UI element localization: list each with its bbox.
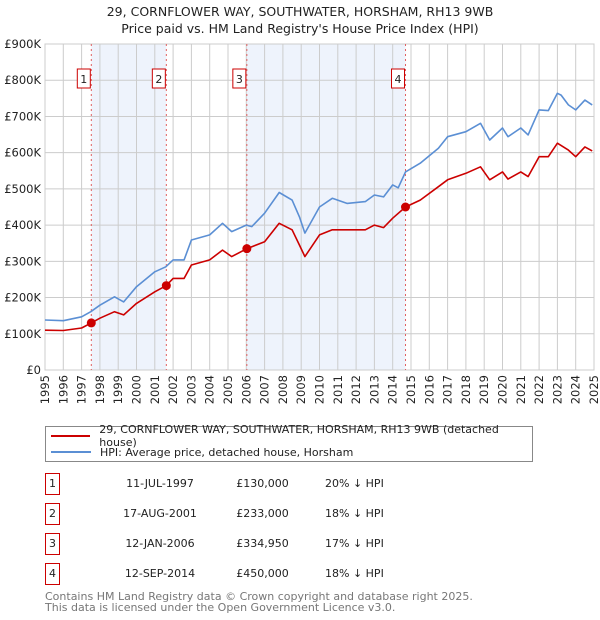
y-tick-label: £900K	[4, 37, 41, 51]
table-row: 4 12-SEP-2014 £450,000 18% ↓ HPI	[45, 563, 445, 585]
x-tick-label: 2005	[221, 375, 235, 404]
x-tick-label: 2008	[276, 375, 290, 404]
property-price-line	[44, 142, 593, 332]
sale-price: £334,950	[236, 537, 289, 550]
y-tick-label: £400K	[4, 218, 41, 232]
x-tick-label: 2015	[404, 375, 418, 404]
legend-item-property: 29, CORNFLOWER WAY, SOUTHWATER, HORSHAM,…	[51, 423, 532, 449]
x-tick-label: 2006	[239, 375, 253, 404]
x-tick-label: 2007	[258, 375, 272, 404]
y-tick-label: £700K	[4, 109, 41, 123]
chart-subtitle: Price paid vs. HM Land Registry's House …	[121, 21, 479, 36]
table-row: 2 17-AUG-2001 £233,000 18% ↓ HPI	[45, 503, 445, 525]
x-tick-label: 2023	[550, 375, 564, 404]
x-tick-label: 2002	[166, 375, 180, 404]
x-tick-label: 2003	[184, 375, 198, 404]
sale-label-box	[391, 68, 406, 89]
x-tick-label: 1997	[75, 375, 89, 404]
table-row: 1 11-JUL-1997 £130,000 20% ↓ HPI	[45, 473, 445, 495]
y-tick-label: £600K	[4, 146, 41, 160]
sale-date: 12-SEP-2014	[124, 567, 196, 580]
x-tick-label: 2014	[386, 375, 400, 404]
x-tick-label: 2025	[587, 375, 600, 404]
x-tick-label: 2016	[422, 375, 436, 404]
x-tick-label: 2011	[331, 375, 345, 404]
sale-number-badge: 3	[45, 533, 60, 555]
y-tick-label: £100K	[4, 327, 41, 341]
sale-label-box	[232, 68, 247, 89]
x-tick-label: 2001	[148, 375, 162, 404]
sale-hpi-diff: 20% ↓ HPI	[325, 477, 384, 490]
legend-label-property: 29, CORNFLOWER WAY, SOUTHWATER, HORSHAM,…	[99, 423, 499, 449]
sale-label: 1	[80, 73, 87, 86]
shaded-period	[246, 44, 406, 370]
sale-point	[401, 202, 411, 212]
sale-price: £130,000	[236, 477, 289, 490]
x-tick-label: 2024	[569, 375, 583, 404]
x-tick-label: 2020	[496, 375, 510, 404]
x-tick-label: 2017	[441, 375, 455, 404]
x-tick-label: 2022	[532, 375, 546, 404]
sale-date: 17-AUG-2001	[123, 507, 197, 520]
sale-point	[86, 318, 96, 328]
x-tick-label: 2009	[294, 375, 308, 404]
x-tick-label: 2004	[203, 375, 217, 404]
sale-hpi-diff: 18% ↓ HPI	[325, 567, 384, 580]
x-tick-label: 2019	[477, 375, 491, 404]
sale-hpi-diff: 18% ↓ HPI	[325, 507, 384, 520]
blue-line-swatch	[51, 451, 91, 453]
plot-frame	[44, 43, 595, 371]
footer-licence: This data is licensed under the Open Gov…	[45, 601, 396, 614]
legend-label-hpi: HPI: Average price, detached house, Hors…	[100, 445, 354, 459]
sale-number-badge: 2	[45, 503, 60, 525]
sale-point	[161, 281, 171, 291]
x-tick-label: 2018	[459, 375, 473, 404]
sale-label: 2	[155, 73, 162, 86]
sale-label: 3	[236, 73, 243, 86]
chart-svg: 1995 1996 1997 1998 1999 2000 2001 2002 2003 2004…	[4, 37, 600, 404]
y-tick-label: £500K	[4, 182, 41, 196]
sale-point	[242, 244, 252, 254]
sale-number-badge: 1	[45, 473, 60, 495]
legend: 29, CORNFLOWER WAY, SOUTHWATER, HORSHAM,…	[45, 423, 533, 462]
y-tick-label: £200K	[4, 291, 41, 305]
x-tick-label: 1999	[111, 375, 125, 404]
sale-hpi-diff: 17% ↓ HPI	[325, 537, 384, 550]
sale-price: £450,000	[236, 567, 289, 580]
x-tick-label: 2012	[349, 375, 363, 404]
sale-label-box	[151, 68, 166, 89]
x-tick-label: 1998	[93, 375, 107, 404]
footer-copyright: Contains HM Land Registry data © Crown c…	[45, 590, 473, 603]
y-tick-label: £800K	[4, 73, 41, 87]
sale-label-box	[76, 68, 91, 89]
x-tick-label: 2013	[367, 375, 381, 404]
y-tick-label: £300K	[4, 254, 41, 268]
sale-date: 12-JAN-2006	[125, 537, 195, 550]
chart-title: 29, CORNFLOWER WAY, SOUTHWATER, HORSHAM,…	[106, 4, 494, 19]
red-line-swatch	[51, 435, 91, 437]
x-tick-label: 2010	[313, 375, 327, 404]
sale-label: 4	[395, 73, 402, 86]
x-tick-label: 1996	[56, 375, 70, 404]
sale-price: £233,000	[236, 507, 289, 520]
x-tick-label: 2021	[514, 375, 528, 404]
sale-date: 11-JUL-1997	[126, 477, 194, 490]
hpi-line	[44, 92, 593, 322]
x-tick-label: 1995	[38, 375, 52, 404]
x-tick-label: 2000	[130, 375, 144, 404]
legend-item-hpi: HPI: Average price, detached house, Hors…	[51, 444, 353, 460]
table-row: 3 12-JAN-2006 £334,950 17% ↓ HPI	[45, 533, 445, 555]
y-tick-label: £0	[26, 363, 41, 377]
sale-number-badge: 4	[45, 563, 60, 585]
